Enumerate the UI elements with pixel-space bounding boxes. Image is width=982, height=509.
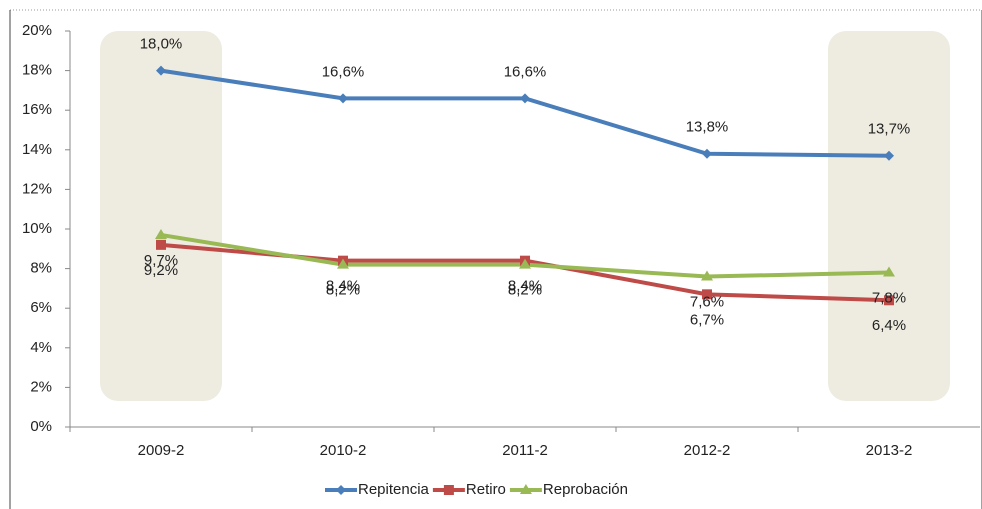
square-marker [443, 485, 454, 495]
diamond-marker [520, 93, 530, 104]
diamond-marker [156, 65, 166, 76]
data-label: 8,4% [508, 278, 542, 295]
x-tick-label: 2012-2 [684, 442, 731, 459]
series-line [160, 68, 890, 158]
x-tick-label: 2011-2 [502, 442, 548, 459]
y-tick-label: 6% [30, 299, 52, 316]
x-tick-label: 2009-2 [138, 442, 185, 459]
legend-label: Repitencia [358, 481, 430, 498]
data-label: 13,8% [686, 119, 729, 136]
y-tick-label: 20% [22, 22, 52, 39]
data-label: 7,6% [690, 293, 724, 310]
highlight-band [828, 31, 950, 401]
legend-label: Retiro [466, 481, 506, 498]
triangle-marker [519, 484, 532, 494]
highlight-band [100, 31, 222, 401]
x-tick-label: 2010-2 [320, 442, 367, 459]
y-tick-label: 14% [22, 141, 52, 158]
data-label: 13,7% [868, 121, 911, 138]
triangle-marker [155, 228, 167, 239]
data-label: 6,7% [690, 311, 724, 328]
square-marker [884, 295, 894, 306]
data-label: 6,4% [872, 317, 906, 334]
data-label: 7,8% [872, 290, 906, 307]
square-marker [156, 239, 166, 250]
triangle-marker [337, 258, 349, 269]
diamond-marker [336, 485, 346, 495]
y-tick-label: 4% [30, 339, 52, 356]
data-label: 8,4% [326, 278, 360, 295]
diamond-marker [884, 150, 894, 161]
triangle-marker [701, 270, 713, 281]
legend-label: Reprobación [543, 481, 628, 498]
y-tick-label: 0% [30, 418, 52, 435]
data-label: 18,0% [140, 36, 183, 53]
square-marker [702, 289, 712, 300]
y-tick-label: 12% [22, 180, 52, 197]
diamond-marker [702, 148, 712, 159]
y-tick-label: 8% [30, 260, 52, 277]
y-tick-label: 18% [22, 62, 52, 79]
triangle-marker [519, 258, 531, 269]
data-label: 16,6% [504, 63, 547, 80]
data-label: 16,6% [322, 63, 365, 80]
data-label: 8,2% [508, 282, 542, 299]
triangle-marker [883, 266, 895, 277]
data-label: 8,2% [326, 282, 360, 299]
y-tick-label: 2% [30, 378, 52, 395]
data-label: 9,2% [144, 262, 178, 279]
data-label: 9,7% [144, 252, 178, 269]
diamond-marker [338, 93, 348, 104]
y-tick-label: 16% [22, 101, 52, 118]
y-tick-label: 10% [22, 220, 52, 237]
x-tick-label: 2013-2 [866, 442, 913, 459]
